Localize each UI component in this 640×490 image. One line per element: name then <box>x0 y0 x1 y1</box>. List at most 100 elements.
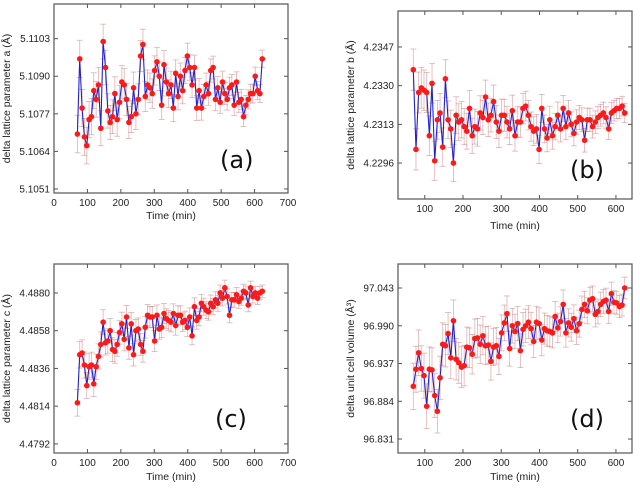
data-point <box>568 324 575 330</box>
x-tick-label: 200 <box>113 198 130 209</box>
x-tick-label: 300 <box>493 458 510 469</box>
data-point <box>549 330 556 336</box>
plot-frame <box>53 3 289 194</box>
data-point <box>429 367 435 373</box>
data-point <box>579 116 585 123</box>
data-point <box>485 342 492 348</box>
data-point <box>434 116 441 123</box>
plot-frame <box>53 263 289 454</box>
data-point <box>233 79 240 85</box>
data-point <box>243 102 249 108</box>
data-point <box>453 112 459 119</box>
data-point <box>421 372 427 379</box>
data-point <box>504 119 510 125</box>
chart-panel-b: 100 200 300 400 500 600 4.2296 4.2313 4.2330 4.23… <box>344 10 633 232</box>
y-tick-label: 5.1077 <box>19 109 50 120</box>
data-point <box>530 338 537 345</box>
data-point <box>525 319 532 326</box>
data-point <box>147 85 153 91</box>
data-point <box>165 90 172 97</box>
data-point <box>133 111 139 117</box>
data-point <box>224 293 230 300</box>
data-point <box>544 135 550 141</box>
data-point <box>592 119 599 125</box>
x-tick-label: 500 <box>213 458 230 469</box>
data-point <box>121 82 127 88</box>
data-point <box>158 102 165 108</box>
data-point <box>619 302 625 308</box>
data-point <box>447 355 454 361</box>
data-point <box>252 73 259 80</box>
data-point <box>450 317 457 324</box>
data-point <box>538 105 545 112</box>
y-tick-label: 96.937 <box>363 359 394 370</box>
x-tick-label: 600 <box>608 458 625 469</box>
data-point <box>509 322 516 329</box>
data-point <box>257 90 263 97</box>
data-point <box>480 114 486 121</box>
data-point <box>126 119 132 126</box>
data-point <box>186 314 193 320</box>
y-tick-label: 4.2347 <box>363 42 394 53</box>
y-axis-label: delta lattice parameter c (Å) <box>0 294 13 423</box>
data-point <box>581 301 588 308</box>
y-tick-label: 96.884 <box>363 397 394 408</box>
data-point <box>191 303 198 310</box>
data-point <box>79 105 85 111</box>
data-point <box>100 38 106 45</box>
data-point <box>112 90 118 97</box>
data-point <box>109 113 116 120</box>
x-tick-label: 0 <box>51 198 57 209</box>
data-point <box>493 342 500 349</box>
data-point <box>119 321 125 327</box>
y-tick-label: 4.4858 <box>19 326 50 337</box>
data-point <box>514 320 521 327</box>
data-point <box>490 98 497 105</box>
data-point <box>477 341 484 348</box>
data-point <box>600 110 607 116</box>
data-point <box>172 322 179 329</box>
data-point <box>552 313 558 320</box>
data-point <box>107 327 113 334</box>
data-point <box>506 345 513 352</box>
x-tick-label: 100 <box>79 198 96 209</box>
data-point <box>74 399 81 406</box>
data-point <box>81 134 88 140</box>
data-point <box>130 85 137 91</box>
data-point <box>151 67 158 74</box>
data-point <box>74 131 81 137</box>
x-tick-label: 100 <box>79 458 96 469</box>
data-point <box>426 132 433 139</box>
data-point <box>423 89 430 96</box>
data-point <box>528 325 534 332</box>
data-point <box>112 348 118 355</box>
x-tick-label: 300 <box>146 198 163 209</box>
data-point <box>555 112 561 119</box>
data-point <box>161 310 167 317</box>
data-point <box>480 332 486 339</box>
data-point <box>196 314 202 320</box>
data-point <box>189 333 195 339</box>
panel-label: (b) <box>570 156 604 184</box>
data-point <box>429 80 435 87</box>
data-point <box>95 353 102 360</box>
data-point <box>565 110 572 116</box>
x-tick-label: 600 <box>246 458 263 469</box>
data-point <box>573 119 580 125</box>
data-point <box>458 116 465 123</box>
data-point <box>522 103 529 109</box>
y-tick-label: 96.831 <box>363 435 394 446</box>
x-tick-label: 500 <box>569 204 586 215</box>
data-point <box>240 113 247 120</box>
data-point <box>149 90 156 97</box>
chart-panel-c: 0 100 200 300 400 500 600 700 4.4792 4.4814 4.4836… <box>0 263 297 483</box>
data-point <box>158 324 165 331</box>
data-point <box>485 116 492 123</box>
x-axis-label: Time (min) <box>146 210 196 222</box>
data-point <box>466 105 473 112</box>
y-tick-label: 5.1090 <box>19 72 50 83</box>
data-point <box>423 403 430 410</box>
data-point <box>137 53 144 59</box>
data-point <box>501 320 508 326</box>
